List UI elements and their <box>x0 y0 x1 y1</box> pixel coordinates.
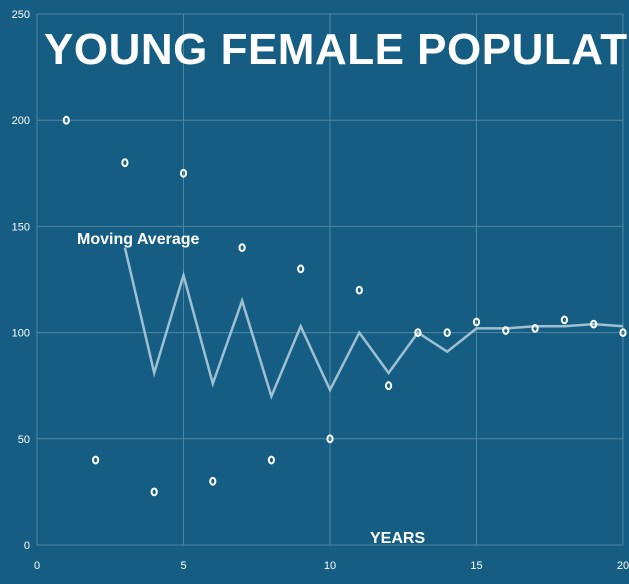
x-axis-label: YEARS <box>370 530 425 547</box>
scatter-point <box>531 323 539 333</box>
x-tick-label: 10 <box>324 560 336 572</box>
scatter-point <box>150 487 158 497</box>
scatter-point <box>414 328 422 338</box>
scatter-point <box>560 315 569 325</box>
moving-average-annotation: Moving Average <box>77 231 200 248</box>
chart-title: YOUNG FEMALE POPULATION <box>44 25 629 74</box>
y-tick-label: 200 <box>12 115 30 127</box>
scatter-point <box>92 455 100 465</box>
x-tick-label: 15 <box>470 560 482 572</box>
scatter-points <box>62 115 627 497</box>
scatter-point <box>619 328 627 338</box>
moving-average-line <box>123 247 624 400</box>
scatter-point <box>472 317 481 327</box>
moving-average-series <box>123 247 624 400</box>
scatter-point <box>590 319 598 329</box>
x-tick-label: 0 <box>34 560 40 572</box>
y-tick-labels: 0 50 100 150 200 250 <box>12 9 30 552</box>
y-tick-label: 0 <box>24 540 30 552</box>
scatter-point <box>121 158 129 168</box>
scatter-point <box>297 264 305 274</box>
grid <box>36 13 624 546</box>
scatter-point <box>502 326 510 335</box>
scatter-point <box>62 115 70 125</box>
scatter-point <box>443 328 451 338</box>
x-tick-label: 20 <box>617 560 629 572</box>
y-tick-label: 250 <box>12 9 30 21</box>
y-tick-label: 100 <box>12 328 30 340</box>
x-tick-label: 5 <box>180 560 186 572</box>
scatter-point <box>238 243 246 253</box>
scatter-point <box>326 434 334 444</box>
scatter-point <box>179 168 188 178</box>
scatter-point <box>385 381 393 391</box>
scatter-point <box>355 285 363 295</box>
x-tick-labels: 0 5 10 15 20 <box>34 560 629 572</box>
y-tick-label: 150 <box>12 221 30 233</box>
y-tick-label: 50 <box>18 434 30 446</box>
scatter-point <box>209 476 217 486</box>
scatter-point <box>267 455 275 465</box>
